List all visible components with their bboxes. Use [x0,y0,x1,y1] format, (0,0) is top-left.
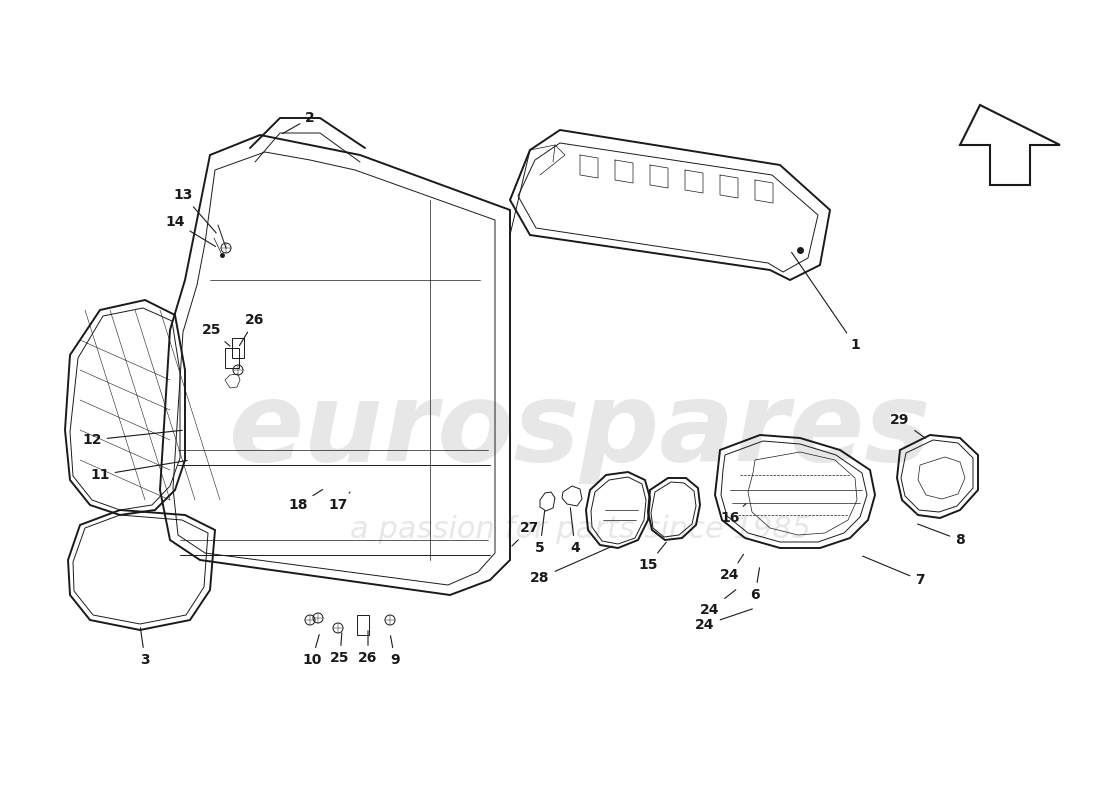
Text: 2: 2 [283,111,315,134]
Text: 8: 8 [917,524,965,547]
Text: 10: 10 [302,634,321,667]
Text: 4: 4 [570,508,580,555]
Text: 24: 24 [695,609,752,632]
Text: 15: 15 [638,542,667,572]
Text: eurospares: eurospares [229,377,932,483]
Text: 9: 9 [390,636,399,667]
Text: 5: 5 [535,510,544,555]
Text: 18: 18 [288,490,322,512]
Text: 11: 11 [90,461,187,482]
Text: 29: 29 [890,413,926,438]
Text: 28: 28 [530,546,613,585]
Text: 12: 12 [82,430,183,447]
Text: 3: 3 [140,628,150,667]
Text: 25: 25 [202,323,230,346]
Text: 6: 6 [750,568,760,602]
Text: 16: 16 [720,504,746,525]
Text: 14: 14 [165,215,216,246]
Text: 25: 25 [330,633,350,665]
Text: 24: 24 [720,554,744,582]
Text: 27: 27 [512,521,540,546]
Text: a passion for parts since 1985: a passion for parts since 1985 [350,515,811,545]
Text: 7: 7 [862,556,925,587]
Text: 24: 24 [701,590,736,617]
Text: 13: 13 [174,188,217,233]
Text: 17: 17 [328,492,350,512]
Text: 26: 26 [240,313,265,346]
Text: 1: 1 [792,252,860,352]
Text: 26: 26 [359,630,377,665]
